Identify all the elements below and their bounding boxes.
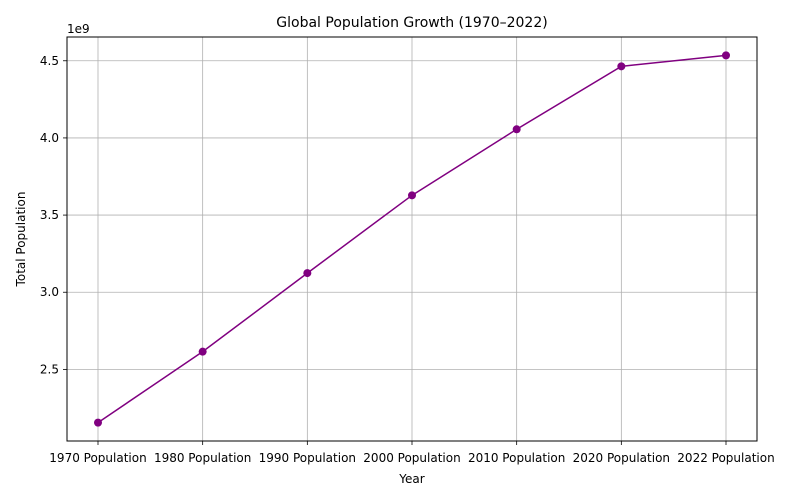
data-point-marker	[198, 347, 207, 356]
x-tick-label: 1990 Population	[259, 451, 356, 465]
x-tick-label: 2020 Population	[573, 451, 670, 465]
x-tick-label: 1970 Population	[49, 451, 146, 465]
chart-title: Global Population Growth (1970–2022)	[276, 15, 547, 31]
data-point-marker	[722, 51, 730, 60]
y-axis-label: Total Population	[14, 192, 28, 288]
x-tick-label: 2000 Population	[363, 451, 460, 465]
y-tick-label: 4.5	[40, 54, 59, 68]
y-tick-label: 4.0	[40, 131, 59, 145]
data-point-marker	[94, 418, 102, 427]
data-point-marker	[408, 191, 416, 200]
y-tick-label: 3.5	[40, 208, 59, 222]
y-tick-label: 2.5	[40, 362, 59, 376]
grid-lines	[67, 37, 757, 441]
x-axis-label: Year	[398, 472, 424, 486]
data-point-marker	[617, 62, 626, 71]
data-point-marker	[303, 269, 312, 278]
y-tick-label: 3.0	[40, 285, 59, 299]
x-tick-label: 2010 Population	[468, 451, 565, 465]
x-tick-label: 1980 Population	[154, 451, 251, 465]
axis-ticks: 1970 Population 1980 Population 1990 Popul…	[40, 54, 775, 465]
data-point-marker	[512, 125, 521, 134]
y-axis-offset-label: 1e9	[67, 22, 90, 36]
data-series	[94, 51, 730, 427]
x-tick-label: 2022 Population	[677, 451, 774, 465]
